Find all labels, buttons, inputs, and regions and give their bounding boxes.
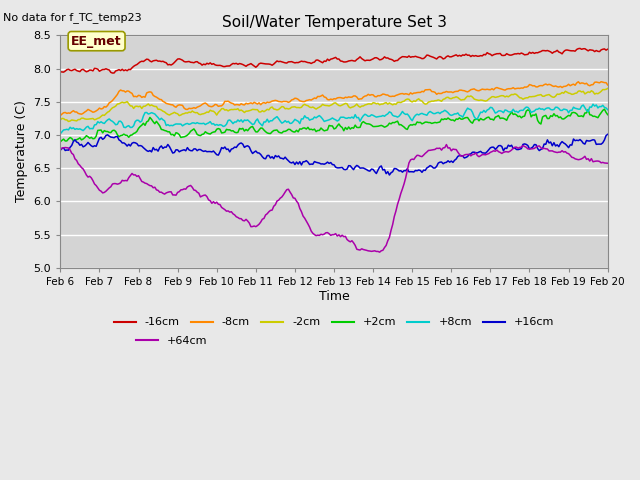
Line: +64cm: +64cm: [60, 144, 608, 252]
-8cm: [226, 99, 234, 105]
+64cm: [376, 249, 383, 255]
+8cm: [358, 115, 365, 121]
Line: -8cm: -8cm: [60, 82, 608, 116]
+64cm: [488, 149, 496, 155]
+2cm: [600, 106, 608, 112]
-2cm: [65, 119, 72, 124]
+64cm: [68, 150, 76, 156]
+2cm: [358, 120, 365, 126]
+8cm: [474, 116, 481, 122]
+64cm: [358, 246, 365, 252]
Line: +8cm: +8cm: [60, 104, 608, 134]
+16cm: [68, 143, 76, 148]
-8cm: [597, 79, 605, 84]
-8cm: [358, 96, 365, 102]
+2cm: [56, 139, 64, 144]
+8cm: [68, 126, 76, 132]
+16cm: [486, 145, 494, 151]
+2cm: [68, 135, 76, 141]
Y-axis label: Temperature (C): Temperature (C): [15, 101, 28, 203]
+16cm: [493, 145, 500, 151]
Legend: +64cm: +64cm: [132, 332, 212, 350]
+2cm: [474, 116, 481, 122]
-8cm: [492, 85, 499, 91]
-16cm: [360, 57, 367, 62]
-16cm: [56, 69, 64, 75]
+8cm: [492, 110, 499, 116]
X-axis label: Time: Time: [319, 289, 349, 302]
Text: EE_met: EE_met: [71, 35, 122, 48]
Line: -16cm: -16cm: [60, 48, 608, 73]
-2cm: [493, 94, 500, 100]
+2cm: [226, 127, 234, 132]
-8cm: [485, 87, 493, 93]
+8cm: [604, 107, 612, 113]
-8cm: [604, 82, 612, 88]
Title: Soil/Water Temperature Set 3: Soil/Water Temperature Set 3: [221, 15, 447, 30]
+64cm: [604, 160, 612, 166]
-16cm: [576, 46, 584, 51]
+64cm: [495, 149, 502, 155]
-2cm: [228, 107, 236, 112]
-16cm: [109, 70, 116, 76]
+64cm: [443, 142, 451, 147]
-16cm: [486, 51, 494, 57]
+64cm: [477, 153, 484, 158]
-16cm: [604, 47, 612, 52]
-16cm: [68, 68, 76, 73]
+2cm: [485, 114, 493, 120]
+16cm: [358, 165, 365, 171]
+64cm: [226, 209, 234, 215]
+8cm: [485, 107, 493, 112]
-2cm: [70, 118, 77, 123]
-2cm: [475, 97, 483, 103]
-16cm: [475, 53, 483, 59]
-2cm: [360, 103, 367, 109]
+16cm: [385, 172, 393, 178]
+8cm: [56, 131, 64, 137]
Line: +16cm: +16cm: [60, 134, 608, 175]
+8cm: [589, 101, 597, 107]
-8cm: [56, 113, 64, 119]
+8cm: [226, 117, 234, 123]
+16cm: [604, 132, 612, 137]
-16cm: [493, 51, 500, 57]
-2cm: [604, 85, 612, 91]
-8cm: [474, 88, 481, 94]
+16cm: [226, 149, 234, 155]
Text: No data for f_TC_temp23: No data for f_TC_temp23: [3, 12, 142, 23]
+64cm: [56, 147, 64, 153]
-16cm: [228, 61, 236, 67]
+16cm: [56, 147, 64, 153]
+2cm: [604, 112, 612, 118]
+16cm: [475, 149, 483, 155]
-2cm: [56, 117, 64, 123]
+2cm: [492, 114, 499, 120]
-8cm: [68, 109, 76, 115]
Line: -2cm: -2cm: [60, 88, 608, 121]
-2cm: [486, 95, 494, 101]
Line: +2cm: +2cm: [60, 109, 608, 142]
